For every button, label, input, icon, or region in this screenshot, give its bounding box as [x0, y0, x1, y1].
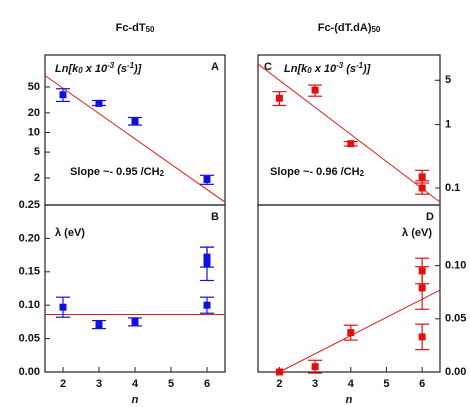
panel-title-part: 50: [371, 25, 380, 34]
data-point: [203, 301, 211, 309]
annotation-part: Slope ~- 0.95 /CH: [70, 166, 160, 178]
fit-line: [257, 63, 441, 203]
x-axis-label: n: [346, 394, 353, 406]
x-tick-label: 4: [348, 378, 355, 390]
y-axis-label-part: x 10: [83, 63, 108, 75]
y-tick-label: 0.10: [445, 260, 466, 272]
panel-letter: B: [211, 211, 219, 223]
y-tick-label: 0.25: [19, 199, 40, 211]
y-axis-label-part: -3: [107, 61, 115, 70]
x-tick-label: 5: [383, 378, 389, 390]
data-point: [275, 94, 283, 102]
y-tick-label: 0.00: [19, 366, 40, 378]
data-point: [347, 140, 355, 148]
y-tick-label: 5: [34, 146, 40, 158]
data-point: [418, 184, 426, 192]
annotation-part: 2: [360, 169, 365, 178]
data-point: [95, 321, 103, 329]
x-tick-label: 3: [96, 378, 102, 390]
annotation-part: Slope ~- 0.96 /CH: [270, 166, 360, 178]
data-point: [203, 175, 211, 183]
data-point: [203, 253, 211, 261]
y-tick-label: 0.15: [19, 266, 40, 278]
fit-line: [44, 75, 226, 203]
y-tick-label: 1: [445, 118, 451, 130]
x-tick-label: 6: [204, 378, 210, 390]
data-point: [418, 173, 426, 181]
y-tick-label: 0.10: [19, 299, 40, 311]
data-point: [418, 333, 426, 341]
panel-frame: [257, 204, 441, 373]
y-axis-label: Ln[k0 x 10-3 (s-1)]: [284, 61, 371, 75]
x-tick-label: 4: [132, 378, 139, 390]
y-axis-label-part: -1: [356, 61, 363, 70]
y-axis-label-part: 0: [78, 66, 83, 75]
panel-title-part: 50: [146, 25, 155, 34]
y-tick-label: 0.20: [19, 232, 40, 244]
y-axis-label-part: 0: [307, 66, 312, 75]
y-tick-label: 0.1: [445, 182, 460, 194]
y-tick-label: 20: [28, 107, 40, 119]
y-axis-label-part: -3: [336, 61, 344, 70]
y-axis-label: λ (eV): [402, 227, 432, 239]
y-axis-label-part: (s: [114, 63, 127, 75]
data-point: [131, 117, 139, 125]
panel-letter: D: [426, 211, 434, 223]
data-point: [418, 284, 426, 292]
y-axis-label-part: )]: [133, 63, 142, 75]
y-tick-label: 0.05: [19, 333, 40, 345]
data-point: [59, 91, 67, 99]
x-tick-label: 2: [276, 378, 282, 390]
y-tick-label: 50: [28, 81, 40, 93]
y-tick-label: 0.00: [445, 366, 466, 378]
panel-title: Fc-dT50: [116, 22, 155, 34]
panel-title-part: Fc-dT: [116, 22, 146, 34]
data-point: [95, 99, 103, 107]
data-point: [59, 303, 67, 311]
panel-letter: C: [264, 61, 272, 73]
y-tick-label: 2: [34, 172, 40, 184]
annotation: Slope ~- 0.95 /CH2: [70, 166, 165, 178]
annotation-part: 2: [160, 169, 165, 178]
panel-title: Fc-(dT.dA)50: [318, 22, 381, 34]
data-point: [347, 329, 355, 337]
data-point: [275, 368, 283, 376]
y-tick-label: 0.05: [445, 313, 466, 325]
x-tick-label: 2: [60, 378, 66, 390]
panel-frame: [44, 54, 226, 206]
y-axis-label-part: -1: [127, 61, 134, 70]
x-tick-label: 6: [419, 378, 425, 390]
data-point: [311, 86, 319, 94]
data-point: [311, 363, 319, 371]
panel-title-part: Fc-(dT.dA): [318, 22, 372, 34]
fit-line: [279, 289, 441, 373]
y-tick-label: 10: [28, 126, 40, 138]
y-axis-label: λ (eV): [55, 227, 85, 239]
y-axis-label-part: )]: [362, 63, 371, 75]
y-tick-label: 5: [445, 74, 451, 86]
x-tick-label: 3: [312, 378, 318, 390]
y-axis-label-part: x 10: [312, 63, 337, 75]
data-point: [131, 318, 139, 326]
y-axis-label-part: (s: [343, 63, 356, 75]
y-axis-label-part: λ (eV): [402, 227, 432, 239]
y-axis-label-part: Ln[k: [55, 63, 79, 75]
y-axis-label-part: Ln[k: [284, 63, 308, 75]
annotation: Slope ~- 0.96 /CH2: [270, 166, 365, 178]
panel-frame: [257, 54, 441, 206]
x-tick-label: 5: [168, 378, 174, 390]
x-axis-label: n: [132, 394, 139, 406]
y-axis-label: Ln[k0 x 10-3 (s-1)]: [55, 61, 142, 75]
panel-letter: A: [211, 61, 219, 73]
y-axis-label-part: λ (eV): [55, 227, 85, 239]
